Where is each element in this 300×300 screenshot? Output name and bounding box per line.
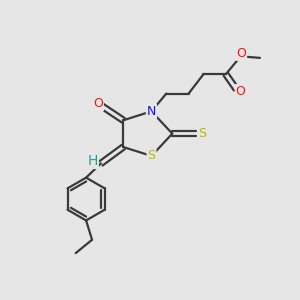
Text: S: S bbox=[198, 127, 206, 140]
Text: N: N bbox=[147, 105, 156, 118]
Text: S: S bbox=[148, 148, 155, 162]
Text: O: O bbox=[93, 98, 103, 110]
Text: H: H bbox=[87, 154, 98, 168]
Text: O: O bbox=[236, 47, 246, 60]
Text: O: O bbox=[236, 85, 246, 98]
